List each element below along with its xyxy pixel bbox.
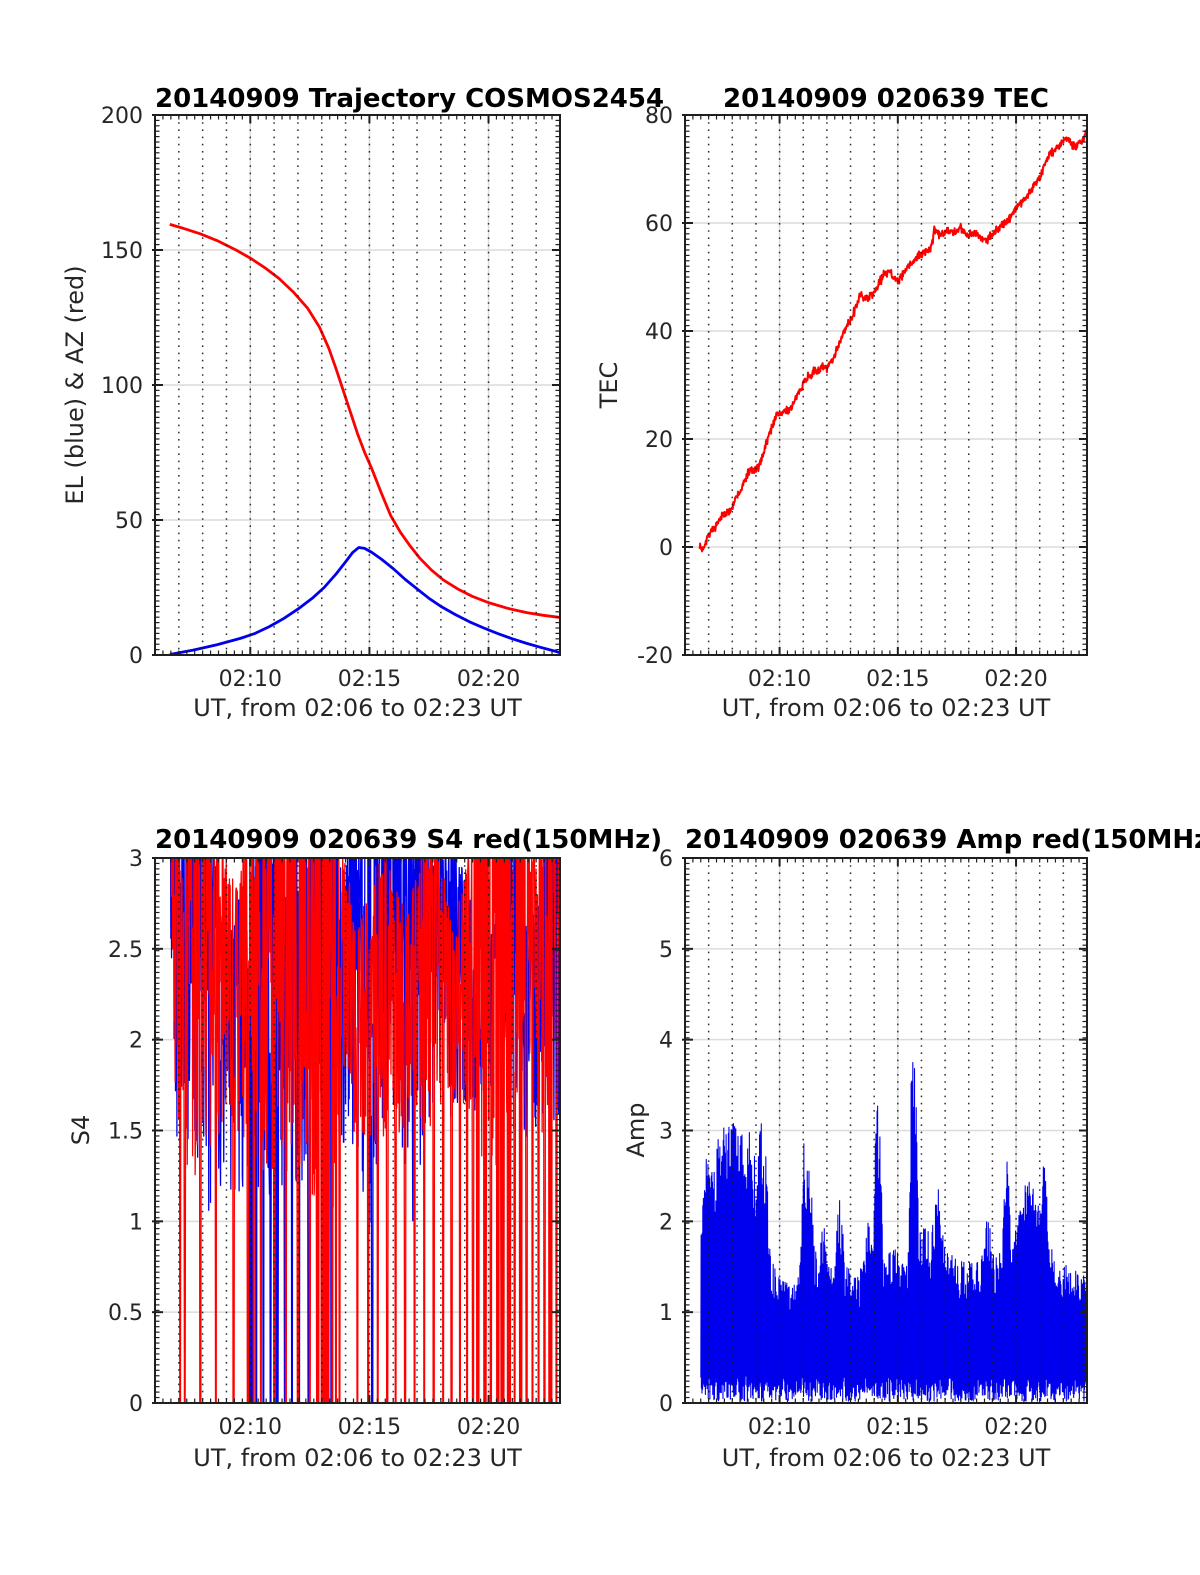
- tec-x-axis-label: UT, from 02:06 to 02:23 UT: [721, 694, 1051, 722]
- svg-text:02:15: 02:15: [866, 1415, 929, 1440]
- svg-text:100: 100: [101, 374, 143, 399]
- svg-text:60: 60: [645, 212, 673, 237]
- amp-y-axis-label: Amp: [622, 1102, 650, 1158]
- amp-title: 20140909 020639 Amp red(150MHz): [685, 825, 1200, 855]
- svg-text:1: 1: [129, 1210, 143, 1235]
- svg-text:02:20: 02:20: [457, 667, 520, 692]
- svg-text:0: 0: [659, 1392, 673, 1417]
- trajectory-x-axis-label: UT, from 02:06 to 02:23 UT: [193, 694, 522, 722]
- svg-text:02:20: 02:20: [984, 1415, 1047, 1440]
- svg-text:02:15: 02:15: [338, 667, 401, 692]
- svg-text:02:10: 02:10: [748, 667, 811, 692]
- svg-text:5: 5: [659, 938, 673, 963]
- tec-y-axis-label: TEC: [595, 361, 623, 409]
- trajectory-plot-canvas: 02:10 02:15 02:20 0 50 100 150 200: [101, 104, 561, 692]
- svg-text:02:20: 02:20: [984, 667, 1047, 692]
- svg-text:02:15: 02:15: [866, 667, 929, 692]
- svg-text:0: 0: [659, 536, 673, 561]
- svg-text:150: 150: [101, 239, 143, 264]
- svg-text:0: 0: [129, 644, 143, 669]
- s4-x-axis-label: UT, from 02:06 to 02:23 UT: [193, 1444, 522, 1472]
- trajectory-title: 20140909 Trajectory COSMOS2454: [155, 84, 665, 114]
- svg-text:0.5: 0.5: [108, 1301, 143, 1326]
- svg-text:02:10: 02:10: [748, 1415, 811, 1440]
- svg-text:3: 3: [129, 847, 143, 872]
- svg-text:02:20: 02:20: [457, 1415, 520, 1440]
- svg-text:02:10: 02:10: [219, 667, 282, 692]
- svg-text:1: 1: [659, 1301, 673, 1326]
- s4-title: 20140909 020639 S4 red(150MHz): [155, 825, 663, 855]
- tec-title: 20140909 020639 TEC: [723, 84, 1049, 114]
- svg-text:6: 6: [659, 847, 673, 872]
- svg-text:200: 200: [101, 104, 143, 129]
- svg-text:2: 2: [129, 1029, 143, 1054]
- svg-text:02:10: 02:10: [219, 1415, 282, 1440]
- svg-text:2: 2: [659, 1210, 673, 1235]
- amp-x-axis-label: UT, from 02:06 to 02:23 UT: [721, 1444, 1051, 1472]
- trajectory-y-axis-label: EL (blue) & AZ (red): [61, 265, 89, 505]
- svg-text:3: 3: [659, 1120, 673, 1145]
- svg-text:1.5: 1.5: [108, 1120, 143, 1145]
- svg-text:2.5: 2.5: [108, 938, 143, 963]
- svg-text:02:15: 02:15: [338, 1415, 401, 1440]
- svg-text:50: 50: [115, 509, 143, 534]
- svg-text:80: 80: [645, 104, 673, 129]
- s4-plot-canvas: 02:10 02:15 02:20 0 0.5 1 1.5 2 2.5 3: [108, 847, 561, 1440]
- svg-text:4: 4: [659, 1029, 673, 1054]
- s4-y-axis-label: S4: [67, 1114, 95, 1146]
- svg-text:-20: -20: [637, 644, 673, 669]
- svg-text:40: 40: [645, 320, 673, 345]
- amp-plot-canvas: 02:10 02:15 02:20 0 1 2 3 4 5 6: [659, 847, 1088, 1440]
- svg-text:0: 0: [129, 1392, 143, 1417]
- tec-plot-canvas: 02:10 02:15 02:20 -20 0 20 40 60 80: [637, 104, 1088, 692]
- svg-text:20: 20: [645, 428, 673, 453]
